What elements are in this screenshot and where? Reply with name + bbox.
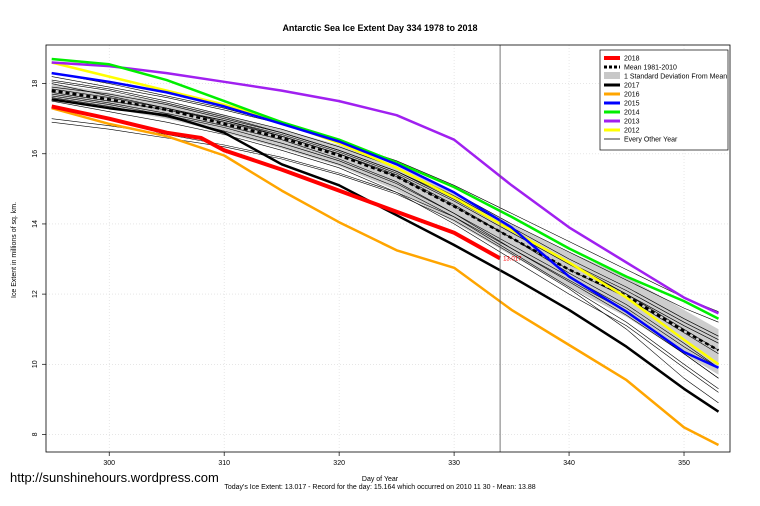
y-axis-label: Ice Extent in millions of sq. km.	[11, 202, 18, 298]
x-axis-label: Day of Year	[362, 476, 399, 483]
watermark: http://sunshinehours.wordpress.com	[10, 470, 219, 485]
legend-box	[599, 49, 729, 151]
series-line-2015	[51, 71, 720, 369]
legend-entry-label: Every Other Year	[624, 137, 678, 144]
legend: 2018 Mean 1981-2010 1 Standard Deviation F…	[599, 49, 729, 151]
x-tick-label: 320	[333, 460, 345, 467]
legend-entry-label: 2013	[624, 119, 640, 126]
x-tick-label: 310	[218, 460, 230, 467]
x-tick-label: 350	[678, 460, 690, 467]
y-tick-label: 10	[32, 360, 39, 368]
x-tick-label: 330	[448, 460, 460, 467]
y-tick-label: 14	[32, 220, 39, 228]
series-line-2013	[51, 61, 720, 315]
legend-swatch	[604, 72, 620, 79]
footnote: Today's Ice Extent: 13.017 - Record for …	[224, 484, 536, 491]
other-year-line	[51, 81, 719, 340]
y-tick-label: 16	[32, 150, 39, 158]
legend-entry-label: 2015	[624, 101, 640, 108]
legend-entry-label: 2016	[624, 92, 640, 99]
legend-entry-label: 1 Standard Deviation From Mean	[624, 74, 727, 81]
legend-entry-label: 2017	[624, 83, 640, 90]
series-line-2016	[51, 106, 720, 447]
series-line-2017	[51, 98, 720, 413]
other-year-line	[51, 97, 719, 390]
plot-frame	[45, 44, 731, 453]
x-tick-label: 340	[563, 460, 575, 467]
series-line-2014	[51, 57, 720, 320]
current-value-label: 13.017	[503, 256, 522, 262]
legend-entry-label: Mean 1981-2010	[624, 65, 677, 72]
plot-area: 13.017 300 310 320 330 340 350 8 10 12 14 16 18	[32, 44, 731, 467]
series-group	[51, 57, 720, 447]
y-tick-label: 18	[32, 80, 39, 88]
chart-title: Antarctic Sea Ice Extent Day 334 1978 to…	[282, 23, 477, 33]
other-year-line	[51, 76, 719, 312]
legend-entry-label: 2012	[624, 128, 640, 135]
x-tick-label: 300	[103, 460, 115, 467]
legend-entry-label: 2014	[624, 110, 640, 117]
y-tick-label: 8	[32, 432, 39, 436]
other-year-line	[51, 92, 719, 344]
series-line-2018	[51, 104, 502, 261]
series-line-2012	[51, 61, 720, 366]
legend-entry-label: 2018	[624, 56, 640, 63]
other-year-line	[51, 121, 719, 404]
y-tick-label: 12	[32, 290, 39, 298]
